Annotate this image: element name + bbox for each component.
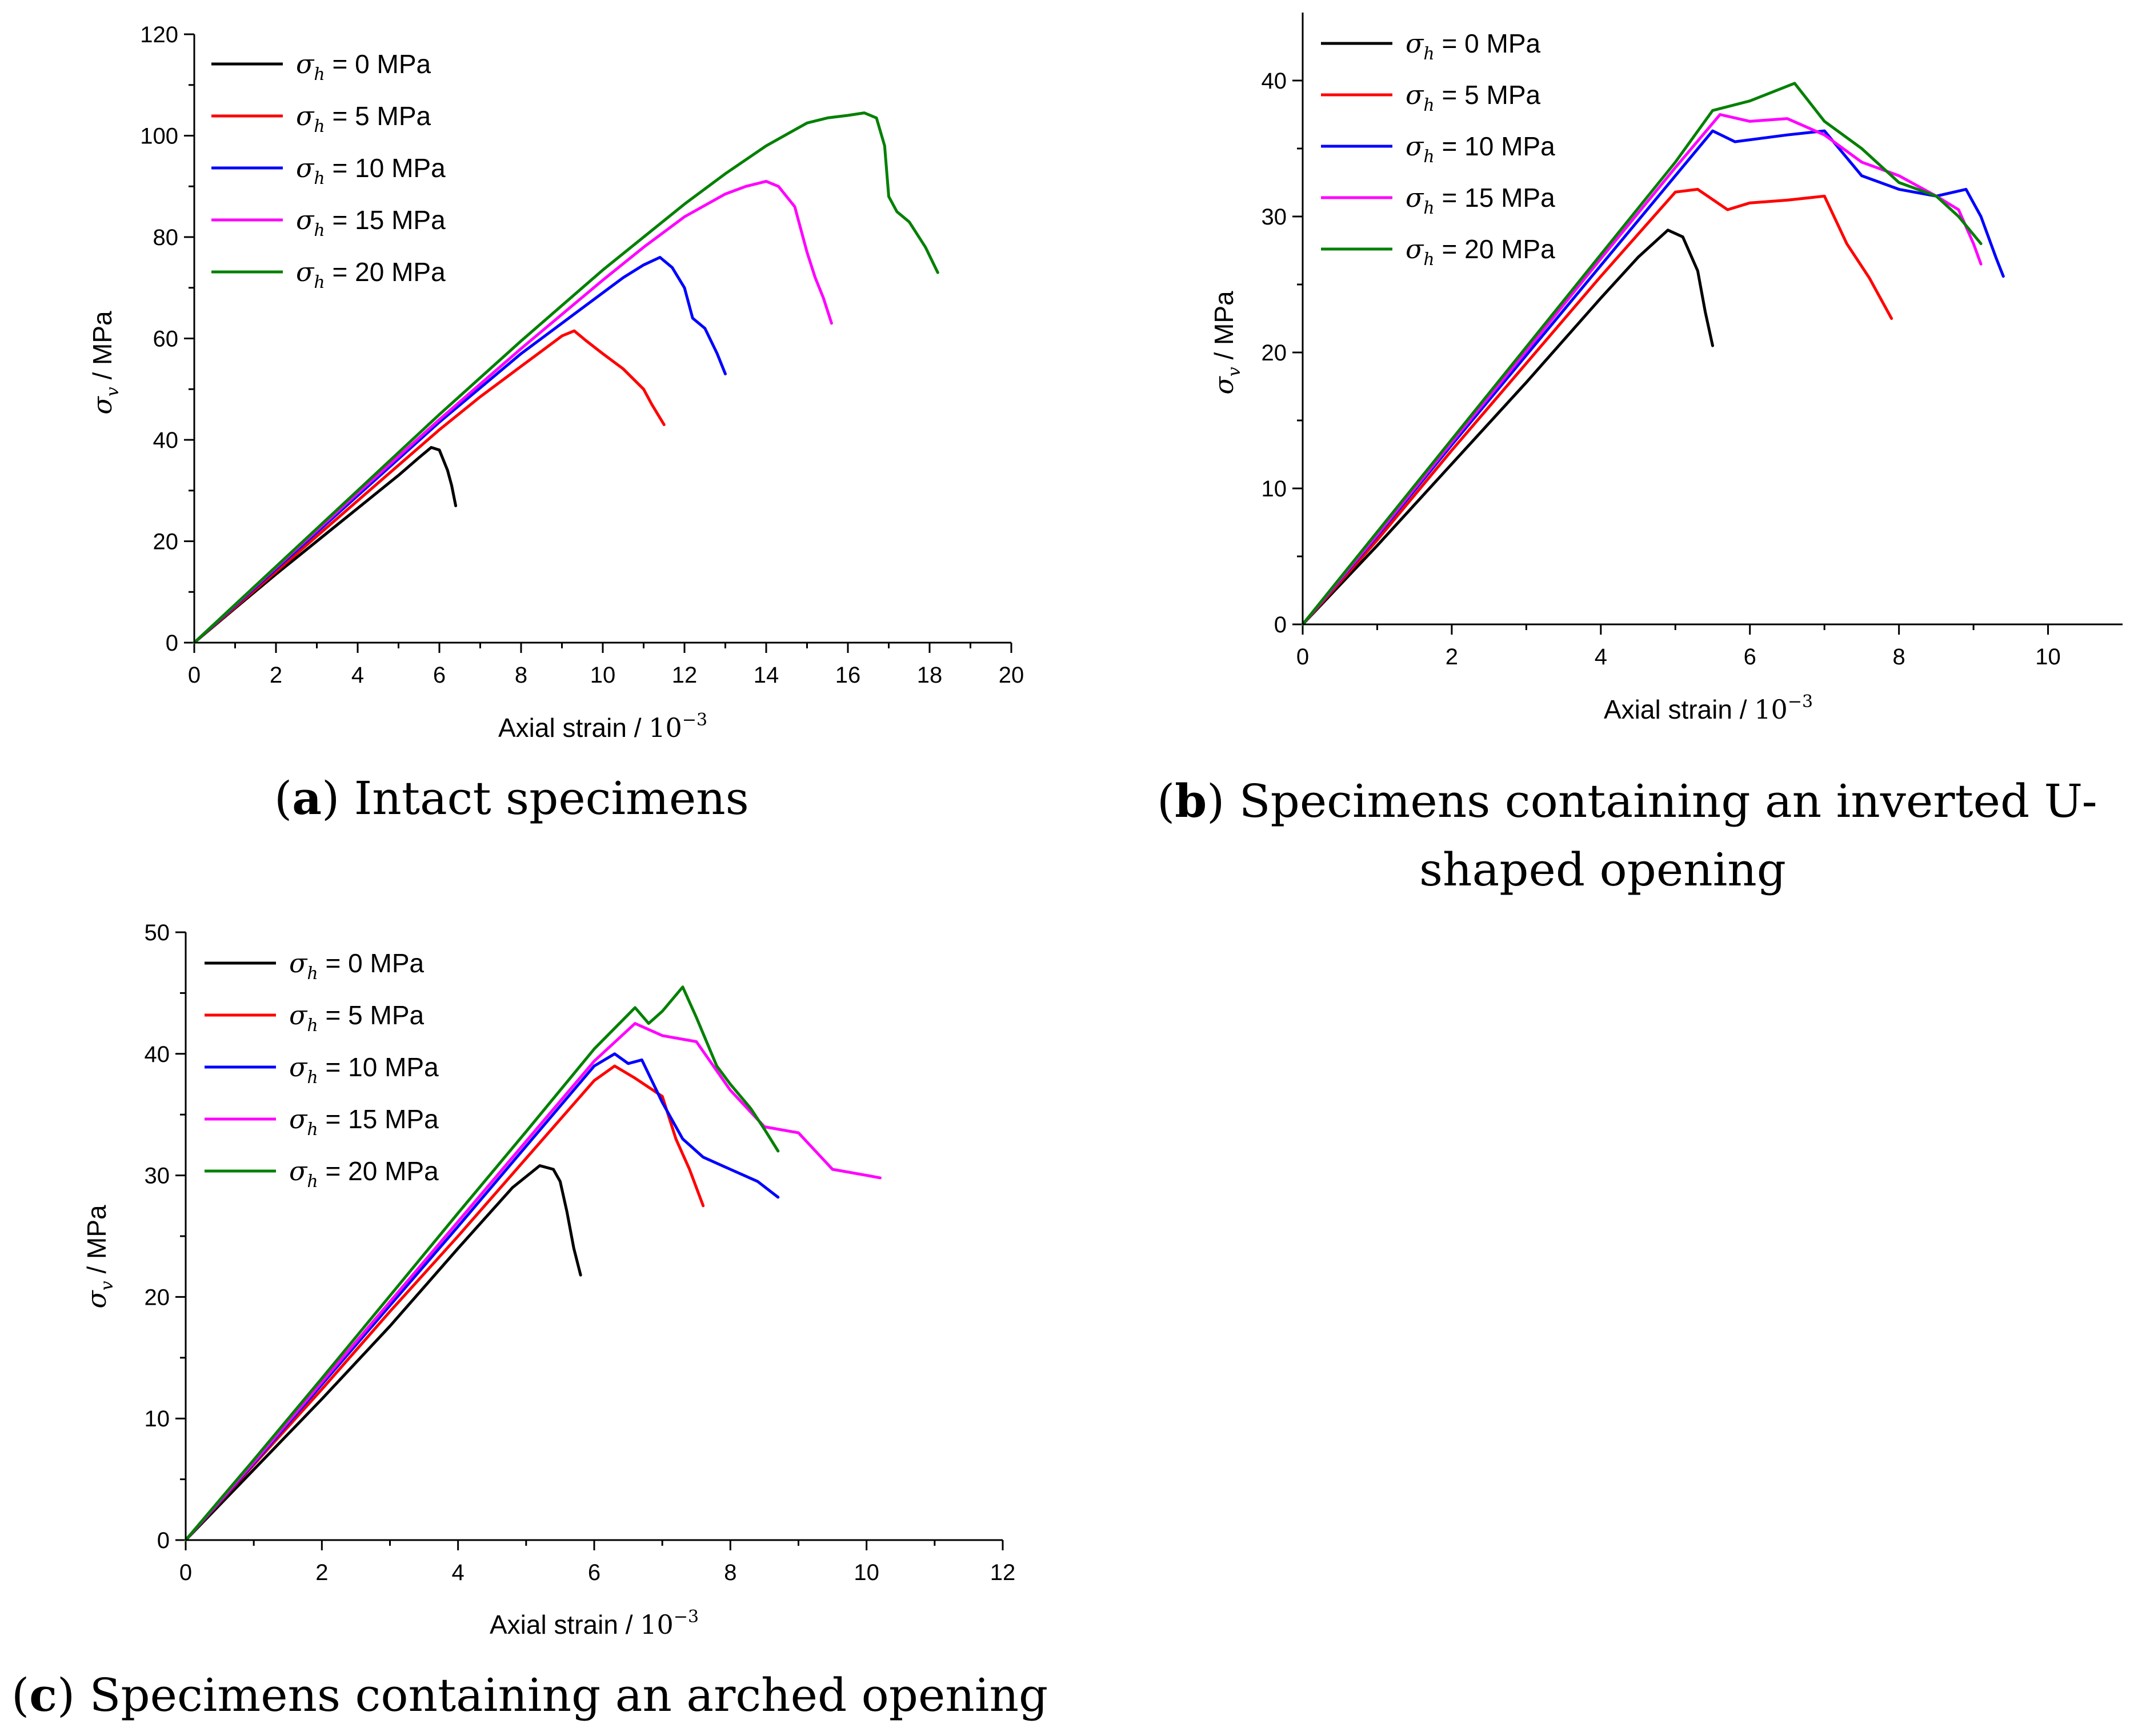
panel-a-ticks: 0 2 4 6 8 10 12 14 16 18 20 0 20 40 60 80 100 120 xyxy=(140,22,1024,688)
panel-b-x-axis-label: Axial strain / 10−3 xyxy=(1604,692,1813,725)
panel-c-x-tick-label: 12 xyxy=(990,1560,1016,1585)
panel-a-y-tick-label: 100 xyxy=(140,124,178,149)
panel-b-series-3 xyxy=(1301,113,1983,626)
panel-c-y-tick-label: 40 xyxy=(145,1042,170,1067)
panel-b-legend-label-4: σh = 20 MPa xyxy=(1406,234,1555,270)
panel-b-legend-label-2: σh = 10 MPa xyxy=(1406,131,1555,167)
panel-a-series-3 xyxy=(193,179,833,644)
panel-c-series-1 xyxy=(184,1064,705,1542)
panel-a-legend-label-3: σh = 15 MPa xyxy=(296,205,446,240)
panel-b-x-tick-label: 10 xyxy=(2035,644,2061,669)
panel-a-legend-label-1: σh = 5 MPa xyxy=(296,101,431,137)
panel-c-series-0 xyxy=(184,1164,582,1542)
panel-c-x-tick-label: 0 xyxy=(179,1560,192,1585)
panel-a-x-tick-label: 8 xyxy=(515,663,527,688)
panel-a-y-tick-label: 0 xyxy=(166,631,178,656)
panel-a-legend-label-0: σh = 0 MPa xyxy=(296,49,431,85)
panel-c-legend-label-0: σh = 0 MPa xyxy=(289,948,425,984)
panel-b-y-tick-label: 0 xyxy=(1274,612,1287,638)
panel-a-legend-label-2: σh = 10 MPa xyxy=(296,153,446,189)
panel-a-x-tick-label: 2 xyxy=(270,663,282,688)
panel-a-x-tick-label: 14 xyxy=(754,663,779,688)
panel-b-series-4 xyxy=(1301,82,1983,626)
panel-b-caption-line-2: shaped opening xyxy=(1419,843,1786,896)
panel-b-series-0 xyxy=(1301,228,1714,626)
panel-a-y-tick-label: 60 xyxy=(153,327,179,352)
panel-b-y-axis-label: σv / MPa xyxy=(1208,291,1244,395)
panel-c-series-4 xyxy=(184,985,780,1542)
panel-c-x-tick-label: 10 xyxy=(854,1560,879,1585)
panel-a-x-tick-label: 0 xyxy=(188,663,201,688)
panel-b-caption-line-1: (b) Specimens containing an inverted U- xyxy=(1157,774,2097,828)
panel-b-x-tick-label: 0 xyxy=(1296,644,1309,669)
panel-c-x-axis-label: Axial strain / 10−3 xyxy=(490,1607,699,1640)
panel-c-y-axis-label: σv / MPa xyxy=(81,1205,117,1309)
panel-c-x-tick-label: 8 xyxy=(724,1560,736,1585)
panel-a-series-1 xyxy=(193,329,666,644)
panel-b-x-tick-label: 6 xyxy=(1744,644,1756,669)
panel-c-x-tick-label: 6 xyxy=(588,1560,600,1585)
panel-b-series-2 xyxy=(1301,129,2005,626)
panel-a-series xyxy=(193,111,939,644)
panel-a-legend-label-4: σh = 20 MPa xyxy=(296,256,446,292)
panel-b: 0 2 4 6 8 10 0 10 20 30 40 Axial strain / 10−3 σv … xyxy=(1157,13,2123,896)
panel-a-legend: σh = 0 MPa σh = 5 MPa σh = 10 MPa σh = 15 M… xyxy=(211,49,446,292)
panel-c-series xyxy=(184,985,882,1542)
panel-a-x-tick-label: 18 xyxy=(917,663,943,688)
panel-a-series-0 xyxy=(193,446,458,644)
panel-c-y-tick-label: 0 xyxy=(157,1528,170,1553)
panel-b-y-tick-label: 10 xyxy=(1262,476,1287,502)
panel-b-y-tick-label: 30 xyxy=(1262,205,1287,230)
panel-c-y-tick-label: 20 xyxy=(145,1285,170,1310)
panel-c: 0 2 4 6 8 10 12 0 10 20 30 40 50 Axial strain / 10−3… xyxy=(11,920,1048,1722)
panel-c-x-tick-label: 4 xyxy=(452,1560,465,1585)
panel-c-legend-label-3: σh = 15 MPa xyxy=(289,1104,439,1140)
panel-b-ticks: 0 2 4 6 8 10 0 10 20 30 40 xyxy=(1262,69,2061,669)
panel-c-ticks: 0 2 4 6 8 10 12 0 10 20 30 40 50 xyxy=(145,920,1016,1585)
panel-a-x-tick-label: 12 xyxy=(672,663,698,688)
panel-a-x-tick-label: 6 xyxy=(433,663,446,688)
panel-b-x-tick-label: 2 xyxy=(1446,644,1458,669)
panel-a-x-tick-label: 16 xyxy=(835,663,861,688)
panel-b-legend: σh = 0 MPa σh = 5 MPa σh = 10 MPa σh = 15 M… xyxy=(1321,28,1555,270)
panel-a-caption: (a) Intact specimens xyxy=(274,771,749,825)
panel-a-series-4 xyxy=(193,111,939,644)
panel-c-y-tick-label: 50 xyxy=(145,920,170,945)
panel-b-y-tick-label: 40 xyxy=(1262,69,1287,94)
panel-c-series-3 xyxy=(184,1022,882,1542)
panel-a-x-axis-label: Axial strain / 10−3 xyxy=(498,710,707,743)
panel-c-x-tick-label: 2 xyxy=(315,1560,328,1585)
panel-c-caption: (c) Specimens containing an arched openi… xyxy=(11,1668,1048,1722)
panel-b-series xyxy=(1301,82,2005,626)
panel-c-series-2 xyxy=(184,1052,780,1542)
panel-a-y-tick-label: 20 xyxy=(153,530,179,555)
panel-a-x-tick-label: 10 xyxy=(590,663,616,688)
panel-c-legend: σh = 0 MPa σh = 5 MPa σh = 10 MPa σh = 15 M… xyxy=(205,948,439,1192)
panel-b-x-tick-label: 4 xyxy=(1595,644,1607,669)
panel-b-legend-label-1: σh = 5 MPa xyxy=(1406,79,1541,115)
panel-a-y-axis-label: σv / MPa xyxy=(87,311,123,415)
panel-c-legend-label-4: σh = 20 MPa xyxy=(289,1156,439,1192)
panel-a: 0 2 4 6 8 10 12 14 16 18 20 0 20 40 60 80 100 120 Axial s… xyxy=(87,22,1024,825)
panel-c-y-tick-label: 30 xyxy=(145,1164,170,1189)
panel-a-x-tick-label: 4 xyxy=(351,663,364,688)
panel-a-x-tick-label: 20 xyxy=(999,663,1024,688)
panel-a-y-tick-label: 80 xyxy=(153,225,179,250)
panel-b-legend-label-3: σh = 15 MPa xyxy=(1406,182,1555,218)
panel-b-series-1 xyxy=(1301,187,1893,626)
panel-c-legend-label-1: σh = 5 MPa xyxy=(289,1000,425,1036)
panel-b-legend-label-0: σh = 0 MPa xyxy=(1406,28,1541,64)
panel-a-series-2 xyxy=(193,256,727,644)
panel-b-x-tick-label: 8 xyxy=(1893,644,1905,669)
panel-c-y-tick-label: 10 xyxy=(145,1406,170,1432)
panel-c-legend-label-2: σh = 10 MPa xyxy=(289,1052,439,1088)
panel-a-y-tick-label: 120 xyxy=(140,22,178,47)
panel-b-y-tick-label: 20 xyxy=(1262,340,1287,366)
panel-a-y-tick-label: 40 xyxy=(153,428,179,453)
